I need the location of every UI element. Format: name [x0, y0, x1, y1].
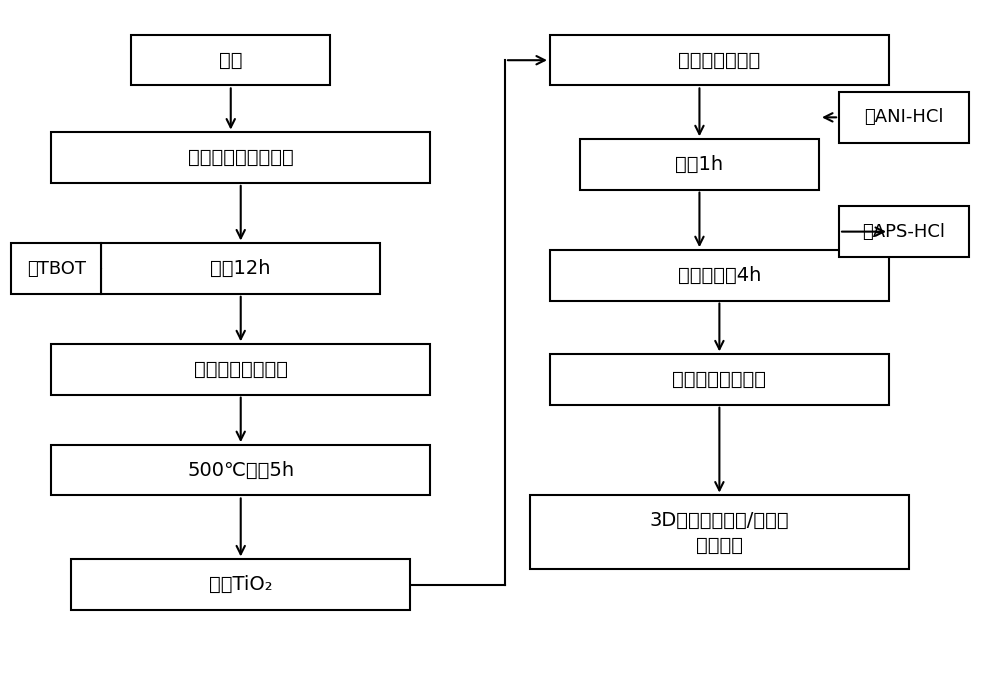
Text: 加ANI-HCl: 加ANI-HCl — [864, 109, 944, 126]
Text: 搅拌12h: 搅拌12h — [210, 259, 271, 278]
FancyBboxPatch shape — [101, 244, 380, 294]
Text: 加APS-HCl: 加APS-HCl — [862, 223, 945, 240]
FancyBboxPatch shape — [839, 207, 969, 256]
FancyBboxPatch shape — [51, 344, 430, 395]
Text: 离心、洗涤、干燥: 离心、洗涤、干燥 — [672, 370, 766, 389]
FancyBboxPatch shape — [550, 354, 889, 405]
Text: 冰水浴搅拌4h: 冰水浴搅拌4h — [678, 266, 761, 285]
FancyBboxPatch shape — [51, 445, 430, 495]
Text: 500℃煅烧5h: 500℃煅烧5h — [187, 461, 294, 480]
Text: 中空TiO₂: 中空TiO₂ — [209, 575, 273, 594]
Text: 加TBOT: 加TBOT — [27, 260, 86, 277]
Text: 分散于无水乙醇: 分散于无水乙醇 — [678, 51, 761, 70]
Text: 离心、洗涤、干燥: 离心、洗涤、干燥 — [194, 360, 288, 379]
FancyBboxPatch shape — [71, 560, 410, 610]
FancyBboxPatch shape — [131, 35, 330, 86]
FancyBboxPatch shape — [11, 244, 101, 294]
FancyBboxPatch shape — [839, 92, 969, 142]
FancyBboxPatch shape — [550, 250, 889, 300]
Text: 3D花形二氧化钛/聚苯胺
光催化剂: 3D花形二氧化钛/聚苯胺 光催化剂 — [650, 510, 789, 554]
Text: 超声分散于无水乙醇: 超声分散于无水乙醇 — [188, 148, 294, 167]
FancyBboxPatch shape — [530, 495, 909, 570]
Text: 搅拌1h: 搅拌1h — [675, 155, 724, 174]
FancyBboxPatch shape — [51, 132, 430, 183]
FancyBboxPatch shape — [580, 139, 819, 190]
Text: 碳球: 碳球 — [219, 51, 242, 70]
FancyBboxPatch shape — [550, 35, 889, 86]
